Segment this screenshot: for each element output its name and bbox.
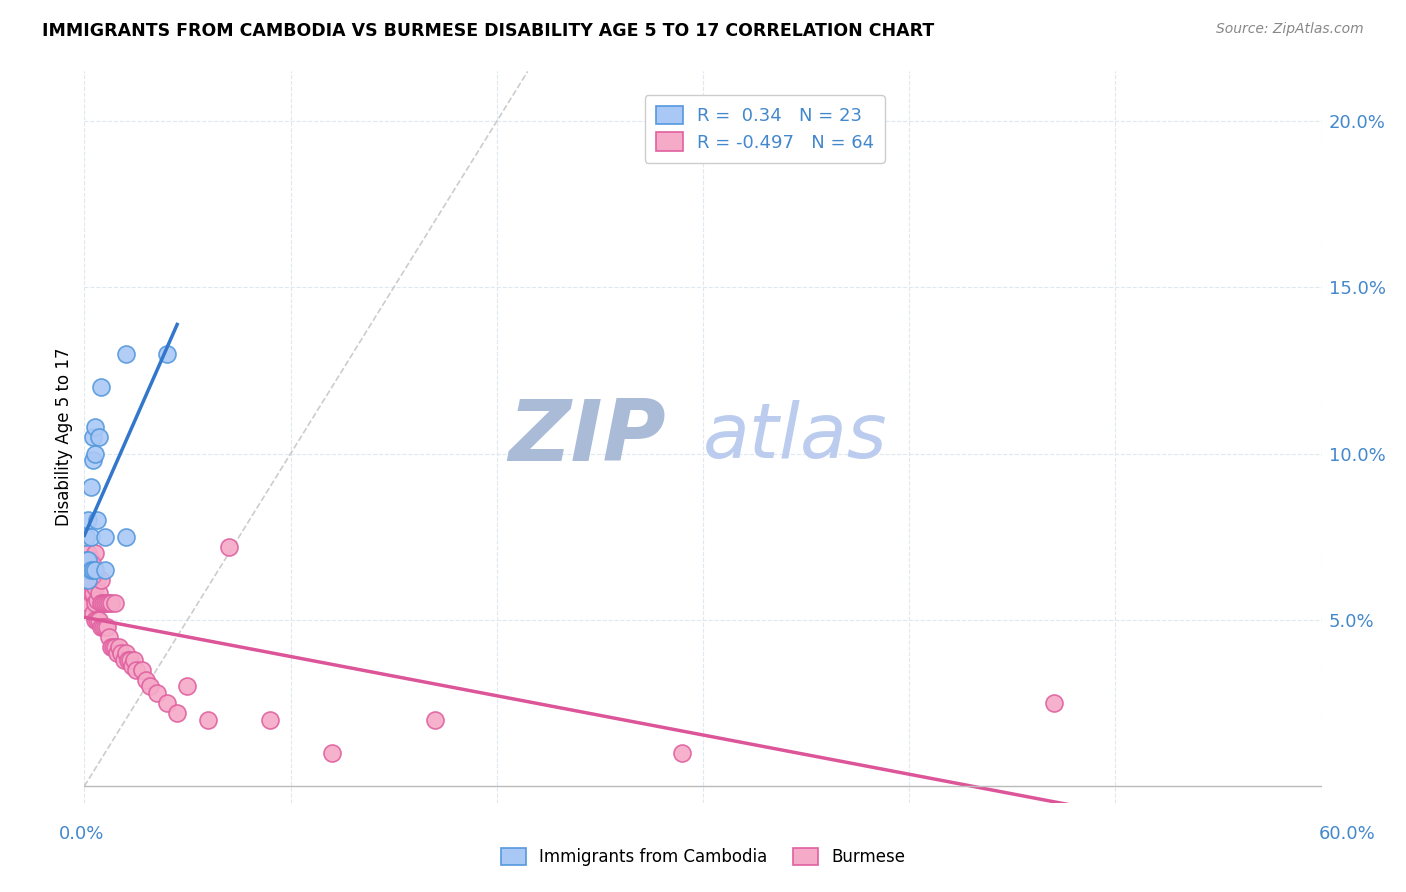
Point — [114, 347, 136, 361]
Point — [156, 696, 179, 710]
Point — [94, 619, 117, 633]
Point — [94, 596, 117, 610]
Point — [77, 573, 100, 587]
Point — [82, 430, 104, 444]
Point — [75, 573, 97, 587]
Point — [75, 553, 97, 567]
Point — [82, 586, 104, 600]
Point — [83, 613, 105, 627]
Point — [98, 630, 121, 644]
Point — [103, 640, 125, 654]
Point — [79, 553, 101, 567]
Point — [96, 596, 118, 610]
Point — [90, 596, 112, 610]
Point — [112, 653, 135, 667]
Point — [105, 646, 128, 660]
Point — [259, 713, 281, 727]
Point — [79, 586, 101, 600]
Text: 0.0%: 0.0% — [59, 825, 104, 843]
Point — [77, 513, 100, 527]
Text: Source: ZipAtlas.com: Source: ZipAtlas.com — [1216, 22, 1364, 37]
Point — [125, 663, 148, 677]
Point — [86, 513, 108, 527]
Point — [197, 713, 219, 727]
Point — [423, 713, 446, 727]
Legend: Immigrants from Cambodia, Burmese: Immigrants from Cambodia, Burmese — [492, 840, 914, 875]
Point — [118, 653, 141, 667]
Point — [98, 596, 121, 610]
Point — [82, 453, 104, 467]
Point — [96, 619, 118, 633]
Y-axis label: Disability Age 5 to 17: Disability Age 5 to 17 — [55, 348, 73, 526]
Point — [108, 640, 131, 654]
Point — [86, 573, 108, 587]
Point — [91, 596, 114, 610]
Text: ZIP: ZIP — [508, 395, 666, 479]
Point — [90, 380, 112, 394]
Point — [110, 646, 132, 660]
Point — [75, 563, 97, 577]
Point — [100, 640, 122, 654]
Point — [218, 540, 240, 554]
Point — [91, 619, 114, 633]
Point — [87, 613, 110, 627]
Point — [321, 746, 343, 760]
Point — [75, 580, 97, 594]
Point — [82, 573, 104, 587]
Point — [86, 613, 108, 627]
Text: 60.0%: 60.0% — [1319, 825, 1375, 843]
Point — [94, 563, 117, 577]
Point — [139, 680, 162, 694]
Point — [122, 653, 145, 667]
Point — [671, 746, 693, 760]
Point — [82, 607, 104, 621]
Point — [79, 563, 101, 577]
Point — [86, 593, 108, 607]
Point — [82, 563, 104, 577]
Point — [79, 573, 101, 587]
Point — [79, 530, 101, 544]
Point — [145, 686, 167, 700]
Point — [104, 596, 127, 610]
Text: atlas: atlas — [703, 401, 887, 474]
Point — [77, 596, 100, 610]
Point — [83, 580, 105, 594]
Point — [117, 653, 139, 667]
Point — [114, 646, 136, 660]
Point — [94, 530, 117, 544]
Point — [166, 706, 188, 720]
Point — [90, 619, 112, 633]
Point — [135, 673, 157, 687]
Point — [77, 563, 100, 577]
Text: IMMIGRANTS FROM CAMBODIA VS BURMESE DISABILITY AGE 5 TO 17 CORRELATION CHART: IMMIGRANTS FROM CAMBODIA VS BURMESE DISA… — [42, 22, 935, 40]
Point — [131, 663, 153, 677]
Point — [87, 586, 110, 600]
Point — [83, 563, 105, 577]
Point — [77, 546, 100, 560]
Point — [90, 573, 112, 587]
Point — [77, 553, 100, 567]
Point — [79, 563, 101, 577]
Point — [75, 530, 97, 544]
Point — [176, 680, 198, 694]
Point — [104, 640, 127, 654]
Point — [75, 553, 97, 567]
Legend: R =  0.34   N = 23, R = -0.497   N = 64: R = 0.34 N = 23, R = -0.497 N = 64 — [645, 95, 884, 162]
Point — [87, 430, 110, 444]
Point — [83, 546, 105, 560]
Point — [114, 530, 136, 544]
Point — [100, 596, 122, 610]
Point — [82, 563, 104, 577]
Point — [83, 420, 105, 434]
Point — [83, 596, 105, 610]
Point — [1042, 696, 1064, 710]
Point — [75, 563, 97, 577]
Point — [156, 347, 179, 361]
Point — [77, 580, 100, 594]
Point — [79, 480, 101, 494]
Point — [121, 659, 143, 673]
Point — [83, 447, 105, 461]
